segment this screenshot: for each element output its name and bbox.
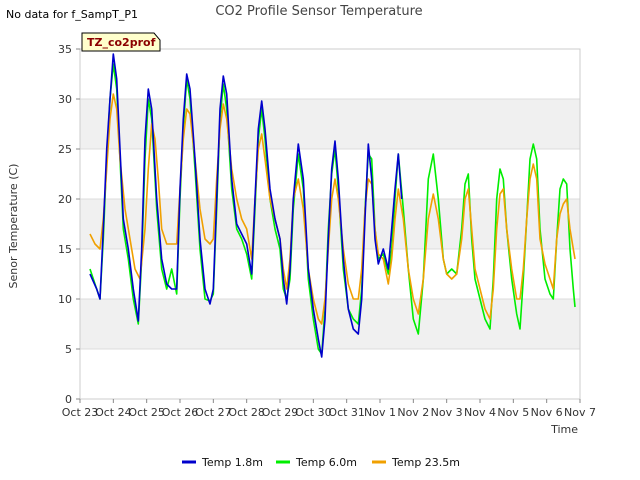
- series-line-temp-1-8m: [89, 53, 403, 358]
- series-line-temp-23-5m: [89, 93, 576, 325]
- series-lines: [89, 53, 576, 358]
- legend: Temp 1.8m Temp 6.0m Temp 23.5m: [182, 456, 460, 469]
- y-tick-label: 30: [58, 93, 72, 106]
- x-tick-label: Oct 23: [62, 406, 99, 419]
- y-tick-label: 10: [58, 293, 72, 306]
- chart-title: CO2 Profile Sensor Temperature: [215, 4, 422, 19]
- x-tick-label: Oct 27: [195, 406, 232, 419]
- series-tag-label: TZ_co2prof: [87, 36, 156, 49]
- legend-label: Temp 1.8m: [201, 456, 263, 469]
- x-tick-label: Nov 7: [564, 406, 596, 419]
- x-tick-label: Nov 5: [497, 406, 529, 419]
- x-axis-label: Time: [550, 423, 578, 436]
- plot-frame: [79, 48, 581, 400]
- y-tick-label: 5: [65, 343, 72, 356]
- x-tick-label: Oct 28: [228, 406, 265, 419]
- no-data-note: No data for f_SampT_P1: [6, 8, 138, 21]
- y-tick-label: 25: [58, 143, 72, 156]
- x-tick-label: Oct 26: [162, 406, 199, 419]
- x-tick-label: Oct 30: [295, 406, 332, 419]
- x-tick-label: Oct 25: [128, 406, 165, 419]
- x-tick-label: Oct 29: [262, 406, 299, 419]
- x-tick-label: Nov 3: [431, 406, 463, 419]
- y-tick-label: 35: [58, 43, 72, 56]
- y-axis-label: Senor Temperature (C): [7, 164, 20, 289]
- legend-label: Temp 6.0m: [295, 456, 357, 469]
- x-tick-label: Nov 4: [464, 406, 496, 419]
- x-tick-label: Nov 6: [531, 406, 563, 419]
- y-tick-label: 15: [58, 243, 72, 256]
- x-tick-label: Oct 24: [95, 406, 132, 419]
- x-tick-label: Nov 2: [397, 406, 429, 419]
- legend-label: Temp 23.5m: [391, 456, 460, 469]
- y-axis-ticks: 0 5 10 15 20 25 30 35: [58, 43, 80, 406]
- y-tick-label: 0: [65, 393, 72, 406]
- x-tick-label: Nov 1: [364, 406, 396, 419]
- series-tag-box: [81, 32, 161, 52]
- background-band: [80, 99, 580, 149]
- series-tag: TZ_co2prof: [81, 32, 161, 52]
- x-tick-label: Oct 31: [328, 406, 365, 419]
- y-tick-label: 20: [58, 193, 72, 206]
- background-band: [80, 299, 580, 349]
